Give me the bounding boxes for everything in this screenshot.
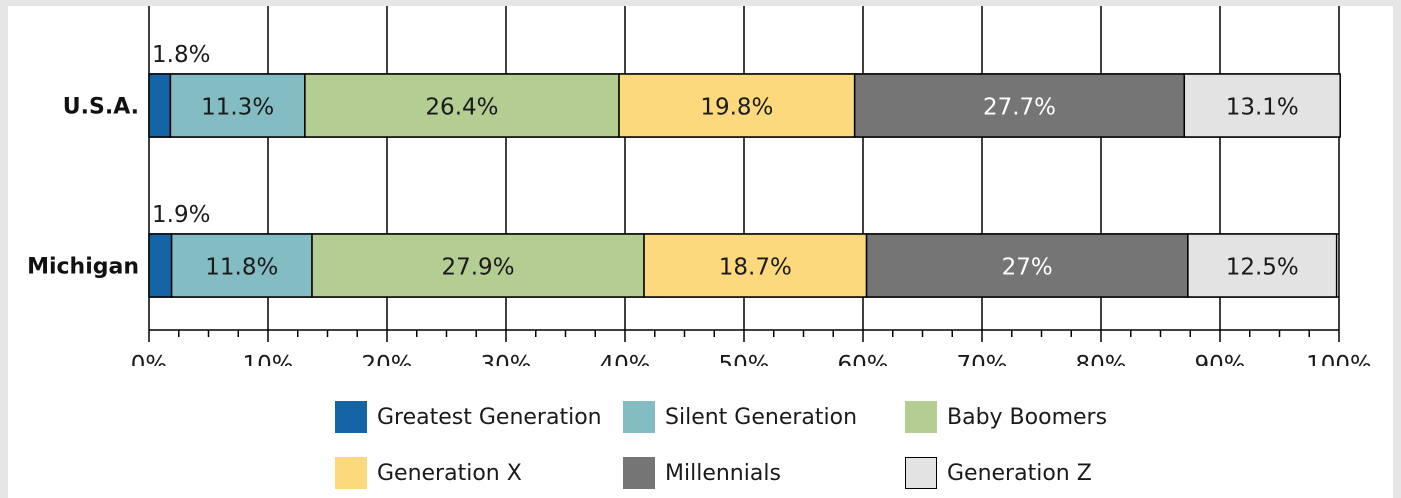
x-tick-label: 20%	[361, 352, 412, 366]
category-label: U.S.A.	[63, 95, 139, 120]
x-tick-label: 40%	[599, 352, 650, 366]
x-tick-label: 50%	[718, 352, 769, 366]
legend-label: Silent Generation	[665, 404, 858, 430]
data-label: 27.7%	[983, 95, 1056, 121]
legend-item: Generation Z	[905, 457, 1092, 489]
bar-segment	[865, 233, 1189, 298]
data-label: 11.3%	[201, 95, 274, 121]
data-label: 12.5%	[1226, 255, 1299, 281]
data-label: 11.8%	[205, 255, 278, 281]
data-label: 19.8%	[700, 95, 773, 121]
legend-swatch	[623, 401, 655, 433]
legend-label: Generation X	[377, 460, 522, 486]
x-tick-label: 90%	[1194, 352, 1245, 366]
data-label: 26.4%	[425, 95, 498, 121]
legend-label: Baby Boomers	[947, 404, 1108, 430]
legend-swatch	[623, 457, 655, 489]
legend-label: Generation Z	[947, 460, 1092, 486]
bar-segment	[170, 233, 313, 298]
x-tick-label: 30%	[480, 352, 531, 366]
legend-swatch	[905, 457, 937, 489]
category-label: Michigan	[27, 255, 139, 280]
legend-item: Millennials	[623, 457, 781, 489]
bar-segment	[148, 233, 173, 298]
legend-swatch	[905, 401, 937, 433]
legend-item: Silent Generation	[623, 401, 857, 433]
chart-panel: 0% 10% 20% 30% 40% 50% 60% 70% 80% 90% 100% U.S.A. 1…	[8, 6, 1393, 498]
data-label: 1.8%	[152, 42, 210, 68]
data-label: 13.1%	[1226, 95, 1299, 121]
x-tick-label: 0%	[131, 352, 168, 366]
legend-swatch	[335, 457, 367, 489]
bar-segment	[311, 233, 645, 298]
bar-segment	[618, 73, 856, 138]
bar-segment	[853, 73, 1186, 138]
legend-label: Millennials	[665, 460, 781, 486]
legend-item: Baby Boomers	[905, 401, 1107, 433]
x-tick-label: 10%	[242, 352, 293, 366]
bar-segment	[1183, 73, 1341, 138]
x-tick-label: 100%	[1306, 352, 1372, 366]
data-label: 27.9%	[441, 255, 514, 281]
x-tick-label: 60%	[837, 352, 888, 366]
x-tick-label: 80%	[1075, 352, 1126, 366]
data-label: 27%	[1002, 255, 1053, 281]
data-label: 18.7%	[719, 255, 792, 281]
bar-segment	[1187, 233, 1338, 298]
legend-item: Generation X	[335, 457, 522, 489]
legend-item: Greatest Generation	[335, 401, 602, 433]
bar-segment	[169, 73, 306, 138]
bar-segment	[148, 73, 172, 138]
legend-swatch	[335, 401, 367, 433]
data-label: 1.9%	[152, 202, 210, 228]
x-tick-label: 70%	[956, 352, 1007, 366]
bar-segment	[643, 233, 868, 298]
legend-label: Greatest Generation	[377, 404, 602, 430]
stacked-bar-chart: 0% 10% 20% 30% 40% 50% 60% 70% 80% 90% 100% U.S.A. 1…	[27, 6, 1372, 366]
